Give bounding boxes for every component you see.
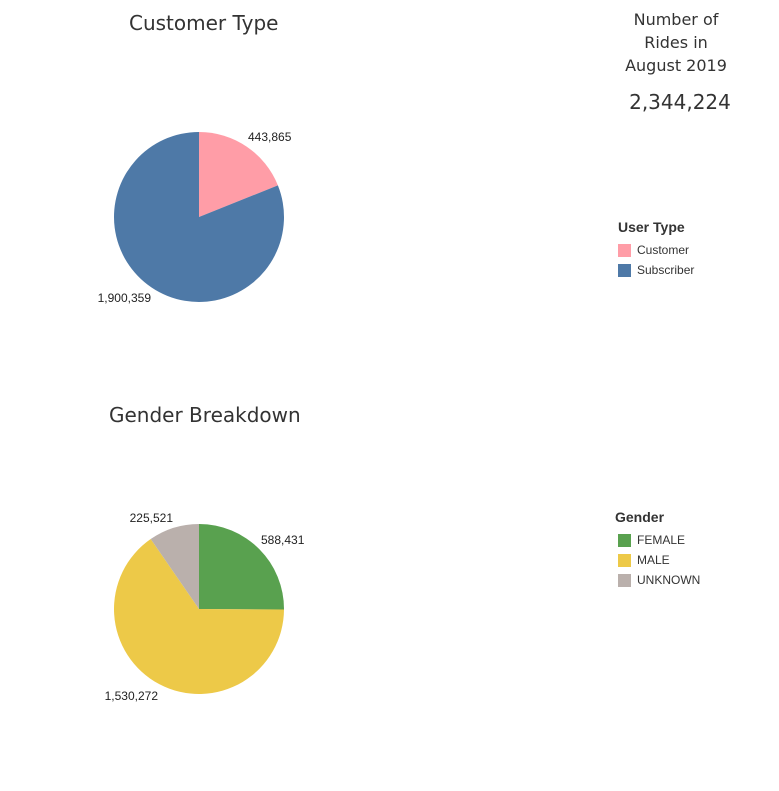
ride-count-label-line-1: Number of	[633, 10, 719, 29]
legend-item-subscriber[interactable]: Subscriber	[618, 260, 694, 280]
ride-count-value: 2,344,224	[629, 90, 731, 114]
legend-title: Gender	[615, 509, 665, 525]
gender-breakdown-title: Gender Breakdown	[109, 403, 301, 427]
legend-item-female[interactable]: FEMALE	[615, 530, 700, 550]
legend-label-male: MALE	[637, 553, 670, 567]
slice-label-subscriber: 1,900,359	[98, 291, 152, 305]
legend-item-customer[interactable]: Customer	[618, 240, 694, 260]
pie-slice-subscriber[interactable]	[114, 132, 284, 302]
legend-title: User Type	[618, 219, 685, 235]
ride-count-label: Number of Rides in August 2019	[612, 8, 740, 77]
user-type-legend: User Type Customer Subscriber	[618, 219, 694, 280]
legend-label-unknown: UNKNOWN	[637, 573, 701, 587]
pie-slice-unknown[interactable]	[150, 524, 199, 609]
legend-item-unknown[interactable]: UNKNOWN	[615, 570, 700, 590]
slice-label-unknown: 225,521	[130, 511, 174, 525]
slice-label-female: 588,431	[261, 533, 305, 547]
legend-label-subscriber: Subscriber	[637, 263, 695, 277]
slice-label-customer: 443,865	[248, 130, 292, 144]
gender-legend: Gender FEMALE MALE UNKNOWN	[615, 509, 700, 590]
pie-slice-male[interactable]	[114, 539, 284, 694]
customer-type-pie: 443,865 1,900,359	[98, 130, 292, 305]
legend-swatch-unknown	[618, 573, 631, 587]
legend-swatch-female	[618, 533, 631, 547]
pie-slice-customer[interactable]	[199, 132, 278, 217]
legend-label-customer: Customer	[637, 243, 690, 257]
legend-swatch-customer	[618, 243, 631, 257]
pie-slice-female[interactable]	[199, 524, 284, 610]
ride-count-label-line-3: August 2019	[625, 56, 727, 75]
legend-swatch-subscriber	[618, 263, 631, 277]
ride-count-label-line-2: Rides in	[644, 33, 708, 52]
legend-item-male[interactable]: MALE	[615, 550, 700, 570]
slice-label-male: 1,530,272	[105, 689, 159, 703]
legend-label-female: FEMALE	[637, 533, 686, 547]
legend-swatch-male	[618, 553, 631, 567]
customer-type-title: Customer Type	[129, 11, 279, 35]
